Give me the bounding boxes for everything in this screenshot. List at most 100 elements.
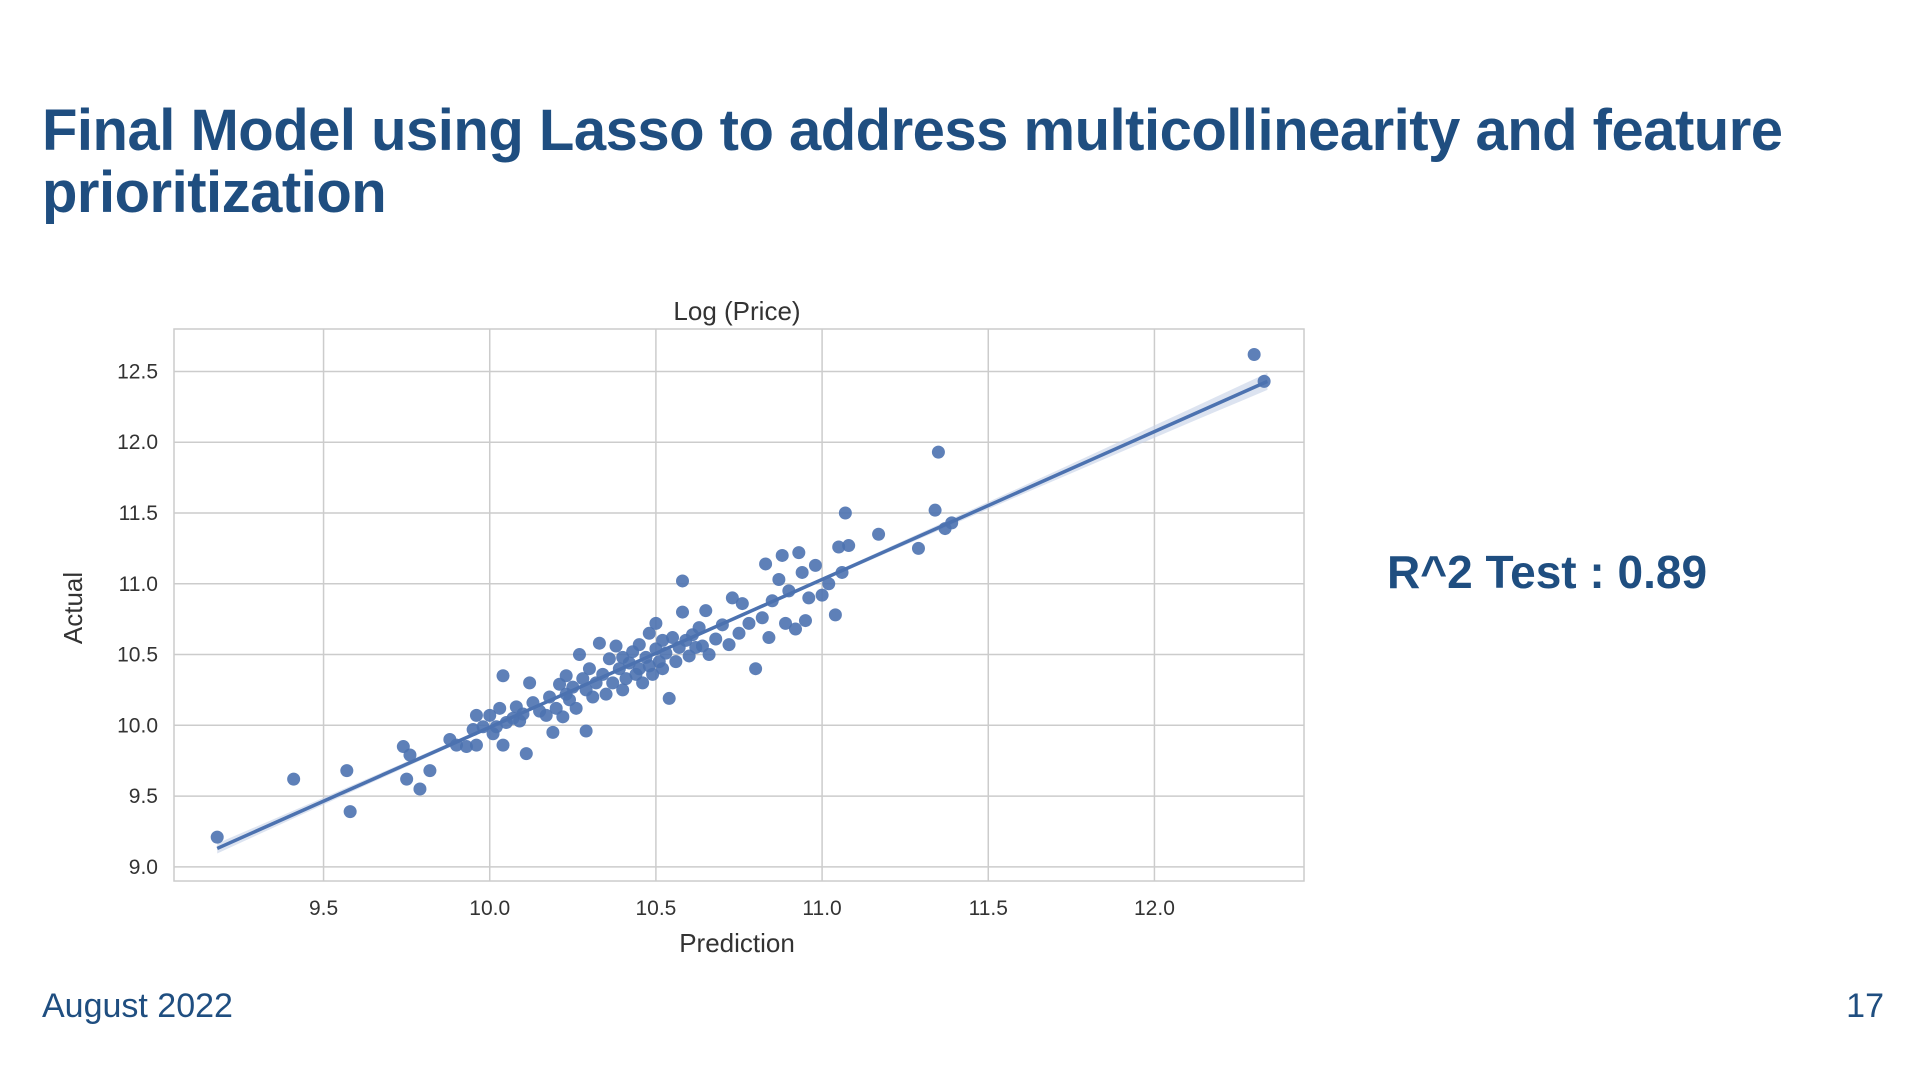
data-point	[765, 594, 779, 608]
data-point	[656, 633, 670, 647]
data-point	[642, 626, 656, 640]
x-tick-label: 9.5	[309, 897, 338, 920]
data-point	[802, 591, 816, 605]
chart-title: Log (Price)	[673, 296, 800, 326]
data-point	[609, 639, 623, 653]
data-point	[599, 687, 613, 701]
data-point	[842, 539, 856, 553]
data-point	[519, 747, 533, 761]
regression-line	[216, 379, 1269, 851]
data-point	[586, 690, 600, 704]
data-point	[210, 830, 224, 844]
data-point	[343, 805, 357, 819]
data-point	[911, 541, 925, 555]
data-point	[287, 772, 301, 786]
data-point	[709, 632, 723, 646]
data-point	[496, 738, 510, 752]
data-point	[572, 648, 586, 662]
data-point	[646, 667, 660, 681]
data-point	[732, 626, 746, 640]
y-tick-label: 12.0	[117, 431, 158, 454]
data-point	[476, 720, 490, 734]
data-point	[669, 655, 683, 669]
data-point	[676, 574, 689, 588]
data-point	[636, 676, 650, 690]
data-point	[722, 638, 736, 652]
data-point	[340, 764, 354, 778]
y-tick-label: 12.5	[117, 360, 158, 383]
x-tick-label: 12.0	[1134, 897, 1175, 920]
x-tick-label: 11.0	[802, 897, 841, 920]
data-point	[582, 662, 596, 676]
data-point	[789, 622, 802, 636]
x-tick-label: 10.5	[635, 897, 676, 920]
data-point	[775, 548, 789, 562]
data-point	[489, 720, 503, 734]
data-point	[659, 646, 673, 660]
page-number: 17	[1846, 987, 1884, 1025]
data-point	[400, 772, 414, 786]
data-point	[872, 527, 886, 541]
data-point	[466, 723, 480, 737]
data-point	[725, 591, 739, 605]
data-point	[828, 608, 842, 622]
data-point	[676, 605, 689, 619]
y-tick-label: 11.5	[119, 502, 158, 525]
scatter-chart: Log (Price) 9.5 10.0 10.5 11.0 11.5 12.0 9.0 9.…	[58, 296, 1305, 958]
data-point	[423, 764, 437, 778]
data-point	[596, 667, 610, 681]
data-point	[469, 708, 483, 722]
footer-date: August 2022	[42, 987, 233, 1025]
data-point	[592, 636, 606, 650]
data-point	[702, 648, 716, 662]
y-tick-label: 9.5	[129, 785, 158, 808]
data-point	[566, 680, 580, 694]
data-point	[832, 540, 846, 554]
data-point	[469, 738, 483, 752]
slide-title: Final Model using Lasso to address multi…	[42, 98, 1783, 225]
data-point	[496, 669, 510, 683]
data-point	[735, 597, 749, 611]
data-point	[459, 740, 473, 754]
data-point	[749, 662, 763, 676]
y-tick-label: 10.5	[117, 644, 158, 667]
data-point	[838, 506, 852, 520]
y-tick-label: 10.0	[117, 714, 158, 737]
data-point	[543, 690, 557, 704]
r-squared-metric: R^2 Test : 0.89	[1387, 546, 1708, 598]
data-point	[1247, 347, 1261, 361]
data-point	[822, 577, 836, 591]
data-point	[666, 631, 680, 645]
data-point	[576, 672, 590, 686]
data-point	[835, 565, 849, 579]
x-tick-label: 10.0	[469, 897, 510, 920]
data-point	[632, 662, 646, 676]
data-point	[606, 676, 620, 690]
data-point	[632, 638, 646, 652]
data-point	[795, 565, 809, 579]
data-point	[808, 558, 822, 572]
data-point	[602, 652, 616, 666]
data-point	[715, 618, 729, 632]
data-point	[772, 573, 786, 587]
data-point	[579, 724, 593, 738]
data-point	[413, 782, 427, 796]
data-point	[546, 725, 560, 739]
x-tick-label: 11.5	[969, 897, 1008, 920]
y-tick-label: 11.0	[119, 573, 158, 596]
y-tick-label: 9.0	[129, 856, 158, 879]
data-point	[612, 662, 626, 676]
data-point	[403, 748, 417, 762]
data-point	[619, 672, 633, 686]
data-point	[792, 546, 806, 560]
data-point	[928, 503, 942, 517]
data-point	[945, 516, 959, 530]
data-point	[569, 701, 583, 715]
data-point	[782, 584, 796, 598]
data-point	[762, 631, 776, 645]
data-point	[539, 708, 553, 722]
data-point	[1257, 374, 1271, 388]
data-point	[516, 707, 530, 721]
data-point	[798, 614, 812, 628]
data-point	[699, 604, 713, 618]
